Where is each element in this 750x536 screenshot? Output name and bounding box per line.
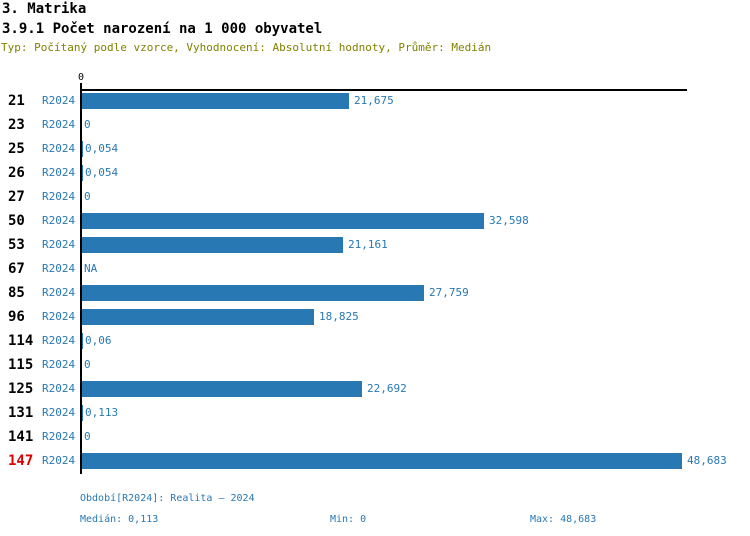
bar-value-label: 22,692 [367,382,407,395]
x-axis-line [80,89,687,91]
row-series-label: R2024 [42,262,76,275]
chart-row: 27 R2024 0 [0,189,750,205]
bar [82,165,83,181]
bar [82,309,314,325]
max-caption: Max: 48,683 [530,514,597,525]
bar-value-label: 18,825 [319,310,359,323]
row-series-label: R2024 [42,190,76,203]
bar-value-label: 32,598 [489,214,529,227]
y-axis-line [80,83,82,474]
bar [82,381,362,397]
bar-value-label: 0,054 [85,142,119,155]
chart-row: 23 R2024 0 [0,117,750,133]
chart-row: 21 R2024 21,675 [0,93,750,109]
bar-value-label: 27,759 [429,286,469,299]
row-category-label: 131 [8,405,34,421]
bar [82,333,83,349]
row-category-label: 25 [8,141,25,157]
chart-row: 25 R2024 0,054 [0,141,750,157]
row-category-label: 147 [8,453,34,469]
chart-row: 115 R2024 0 [0,357,750,373]
chart-row: 26 R2024 0,054 [0,165,750,181]
row-series-label: R2024 [42,406,76,419]
bar-value-label: 0,113 [85,406,119,419]
row-series-label: R2024 [42,334,76,347]
bar [82,285,424,301]
bar [82,453,682,469]
row-category-label: 115 [8,357,34,373]
row-series-label: R2024 [42,430,76,443]
bar-value-label: 48,683 [687,454,727,467]
row-series-label: R2024 [42,454,76,467]
chart-row: 147 R2024 48,683 [0,453,750,469]
row-series-label: R2024 [42,94,76,107]
row-series-label: R2024 [42,310,76,323]
row-series-label: R2024 [42,358,76,371]
chart-meta-line: Typ: Počítaný podle vzorce, Vyhodnocení:… [1,41,492,54]
row-category-label: 23 [8,117,25,133]
row-series-label: R2024 [42,214,76,227]
chart-row: 67 R2024 NA [0,261,750,277]
bar [82,93,349,109]
bar [82,141,83,157]
bar [82,405,83,421]
row-series-label: R2024 [42,166,76,179]
chart-row: 131 R2024 0,113 [0,405,750,421]
bar-value-label: 0 [84,430,91,443]
row-category-label: 53 [8,237,25,253]
bar-value-label: 0,054 [85,166,119,179]
row-series-label: R2024 [42,118,76,131]
row-category-label: 141 [8,429,34,445]
chart-row: 50 R2024 32,598 [0,213,750,229]
min-caption: Min: 0 [330,514,367,525]
chart-row: 125 R2024 22,692 [0,381,750,397]
x-axis-tick-label: 0 [77,72,85,83]
chart-row: 85 R2024 27,759 [0,285,750,301]
row-category-label: 26 [8,165,25,181]
row-category-label: 67 [8,261,25,277]
row-series-label: R2024 [42,238,76,251]
chart-row: 141 R2024 0 [0,429,750,445]
row-category-label: 85 [8,285,25,301]
bar [82,213,484,229]
row-category-label: 125 [8,381,34,397]
bar-value-label: 0 [84,358,91,371]
row-series-label: R2024 [42,142,76,155]
bar-value-label: 21,675 [354,94,394,107]
row-category-label: 114 [8,333,34,349]
bar [82,237,343,253]
period-caption: Období[R2024]: Realita – 2024 [80,493,255,504]
page-title: 3. Matrika [2,1,87,17]
row-category-label: 50 [8,213,25,229]
chart-title: 3.9.1 Počet narození na 1 000 obyvatel [2,21,323,37]
bar-value-label: 21,161 [348,238,388,251]
row-series-label: R2024 [42,382,76,395]
bar-value-label: NA [84,262,98,275]
bar-value-label: 0,06 [85,334,112,347]
bar-value-label: 0 [84,118,91,131]
row-series-label: R2024 [42,286,76,299]
chart-row: 114 R2024 0,06 [0,333,750,349]
bar-value-label: 0 [84,190,91,203]
chart-row: 53 R2024 21,161 [0,237,750,253]
row-category-label: 21 [8,93,25,109]
chart-row: 96 R2024 18,825 [0,309,750,325]
row-category-label: 27 [8,189,25,205]
row-category-label: 96 [8,309,25,325]
median-caption: Medián: 0,113 [80,514,159,525]
